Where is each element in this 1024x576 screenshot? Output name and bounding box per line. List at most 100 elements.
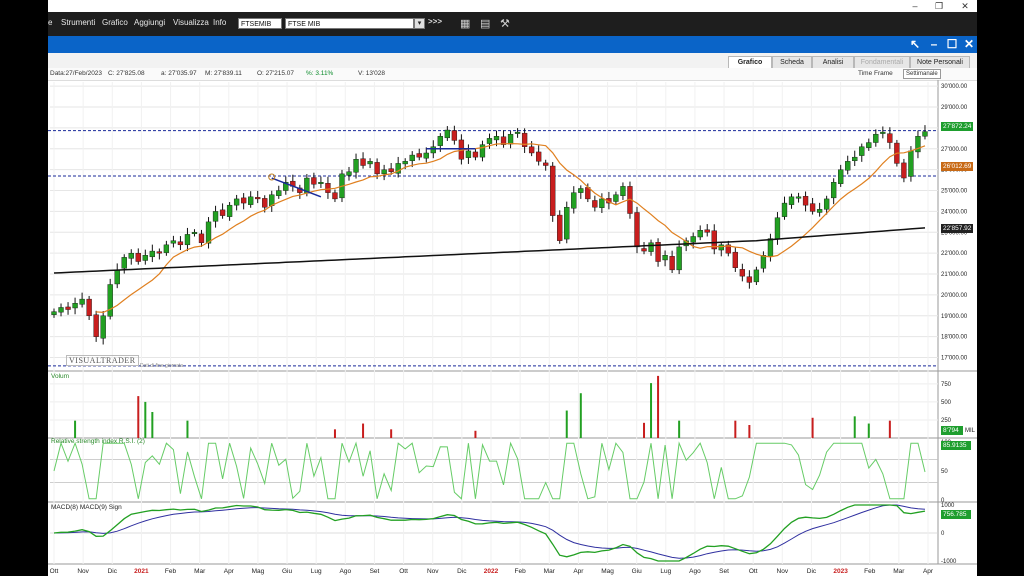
chart-maximize-icon[interactable]: ☐ (946, 37, 958, 51)
symbol-dropdown-button[interactable]: ▾ (414, 18, 425, 29)
candle-body (774, 217, 781, 239)
candle-body (838, 169, 844, 184)
candle-body (86, 298, 92, 317)
candle-body (163, 244, 170, 253)
candle-body (283, 182, 289, 191)
volume-bar (657, 375, 660, 438)
candle-body (72, 303, 78, 309)
candle-body (915, 136, 921, 153)
info-date: Data:27/Feb/2023 (50, 70, 103, 77)
candle-body (718, 244, 724, 251)
volume-bar (579, 393, 582, 438)
candle-body (93, 314, 99, 337)
time-tick-label: Mar (194, 568, 206, 575)
candle-body (634, 212, 640, 248)
moving-averages (53, 142, 926, 314)
tab-grafico[interactable]: Grafico (728, 56, 772, 68)
candle-body (493, 136, 500, 141)
menu-item-grafico[interactable]: Grafico (102, 18, 128, 27)
candle-body (852, 156, 858, 162)
tools-icon[interactable]: ⚒ (500, 18, 510, 30)
time-tick-label: Dic (457, 568, 467, 575)
tab-scheda[interactable]: Scheda (772, 56, 812, 68)
time-tick-label: Ago (689, 568, 701, 575)
candle-body (564, 207, 570, 240)
time-tick-label: Nov (777, 568, 789, 575)
volume-unit: MIL (965, 428, 976, 434)
candle-body (79, 298, 85, 305)
last-price-tag: 27'872.24 (941, 122, 973, 131)
candle-body (795, 196, 802, 199)
candle-body (500, 136, 507, 145)
menu-item-info[interactable]: Info (213, 18, 227, 27)
go-button[interactable]: >>> (428, 17, 443, 26)
volume-bar (74, 420, 77, 438)
candle-body (388, 168, 394, 172)
candle-body (823, 198, 830, 210)
candle-body (648, 242, 654, 252)
time-tick-label: Mag (601, 568, 614, 575)
chart-close-icon[interactable]: ✕ (963, 37, 975, 51)
x-axis-labels: Ott Nov Dic 2021 Feb Mar Apr Mag Giu Lug Ago Set Ott… (50, 568, 934, 575)
rsi-line (53, 441, 926, 500)
tab-analisi[interactable]: Analisi (812, 56, 854, 68)
rsi-series-line (53, 441, 926, 500)
menu-item-aggiungi[interactable]: Aggiungi (134, 18, 166, 27)
price-tick-label: 17'000.00 (941, 356, 968, 362)
menu-item-visualizza[interactable]: Visualizza (173, 18, 209, 27)
candle-body (550, 165, 556, 216)
candle-body (571, 192, 577, 209)
visualtrader-logo: VISUALTRADER (66, 355, 139, 366)
candle-body (311, 177, 317, 185)
volume-bar (734, 420, 737, 438)
candle-body (205, 221, 212, 244)
restore-icon[interactable]: ❐ (934, 1, 944, 11)
time-frame-select[interactable]: Settimanale (903, 69, 941, 79)
candle-body (514, 131, 521, 134)
candle-body (704, 229, 710, 233)
candle-body (149, 250, 155, 258)
candle-body (859, 146, 865, 156)
close-icon[interactable]: ✕ (961, 1, 969, 11)
candle-body (325, 183, 331, 193)
candle-body (557, 214, 563, 241)
ohlc-info-bar: Data:27/Feb/2023 C: 27'825.08 a: 27'035.… (48, 68, 977, 81)
volume-bar (186, 420, 189, 438)
candle-body (177, 241, 184, 246)
price-tick-label: 24'000.00 (941, 209, 968, 215)
candle-body (107, 284, 113, 317)
volume-bar (333, 429, 336, 438)
time-tick-label: Mag (252, 568, 265, 575)
menu-item-edit-fragment[interactable]: e (48, 18, 53, 27)
volume-tick-label: 500 (941, 400, 952, 406)
volume-bar (144, 401, 147, 438)
candle-body (655, 242, 661, 262)
bar-chart-icon[interactable]: ▤ (480, 18, 491, 30)
price-tick-label: 27'000.00 (941, 147, 968, 153)
candle-body (676, 246, 682, 271)
candle-body (58, 307, 64, 313)
tab-fondamentali[interactable]: Fondamentali (854, 56, 910, 68)
candle-body (240, 197, 247, 204)
candle-body (592, 200, 598, 208)
chart-minimize-icon[interactable]: – (930, 37, 938, 51)
rsi-tick-label: 50 (941, 469, 948, 475)
price-chart[interactable]: 30'000.0029'000.0028'000.0027'000.0026'0… (48, 80, 977, 576)
candle-body (332, 192, 338, 200)
menu-bar: e Strumenti Grafico Aggiungi Visualizza … (48, 12, 977, 36)
detach-icon[interactable]: ↖ (909, 37, 921, 51)
symbol-name-field[interactable]: FTSE MIB (285, 18, 414, 29)
time-tick-label: Giu (632, 568, 643, 575)
candle-body (809, 203, 816, 212)
minimize-icon[interactable]: – (912, 1, 918, 11)
slow-ma-tag: 22'857.92 (941, 224, 973, 233)
menu-item-strumenti[interactable]: Strumenti (61, 18, 96, 27)
candle-body (100, 315, 106, 339)
tab-note-personali[interactable]: Note Personali (910, 56, 970, 68)
symbol-input[interactable]: FTSEMIB (238, 18, 282, 29)
candle-body (444, 129, 451, 139)
time-tick-label: Mar (544, 568, 556, 575)
volume-bar (867, 423, 870, 438)
info-low: O: 27'215.07 (257, 70, 295, 77)
layout-icon[interactable]: ▦ (460, 18, 471, 30)
